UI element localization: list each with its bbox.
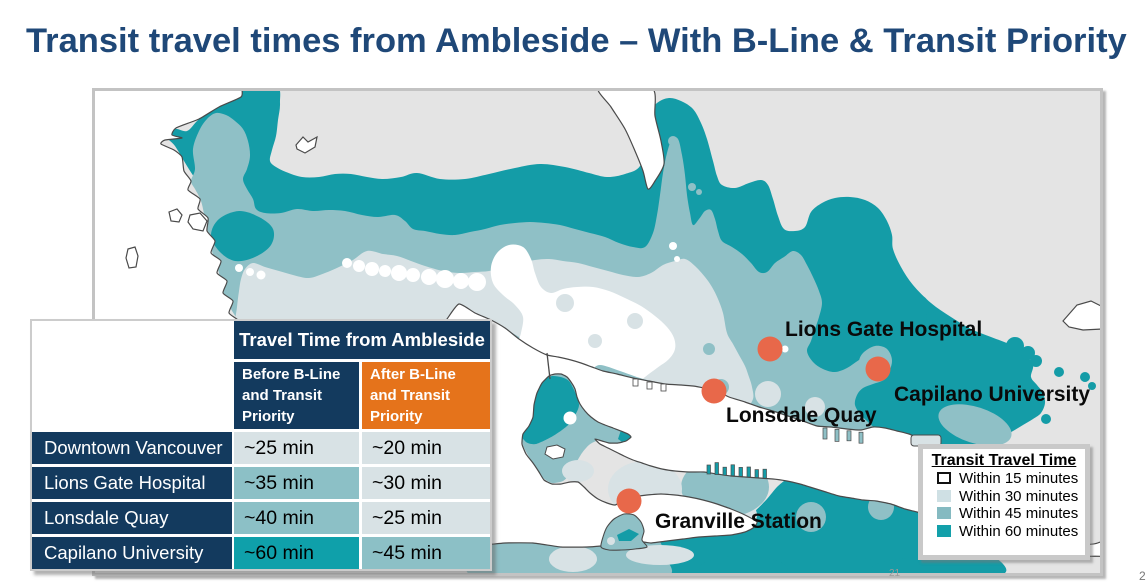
svg-text:Capilano University: Capilano University bbox=[894, 383, 1090, 406]
svg-text:Lions Gate Hospital: Lions Gate Hospital bbox=[785, 318, 982, 341]
svg-text:Lonsdale Quay: Lonsdale Quay bbox=[726, 404, 877, 427]
svg-text:Granville Station: Granville Station bbox=[655, 510, 822, 533]
